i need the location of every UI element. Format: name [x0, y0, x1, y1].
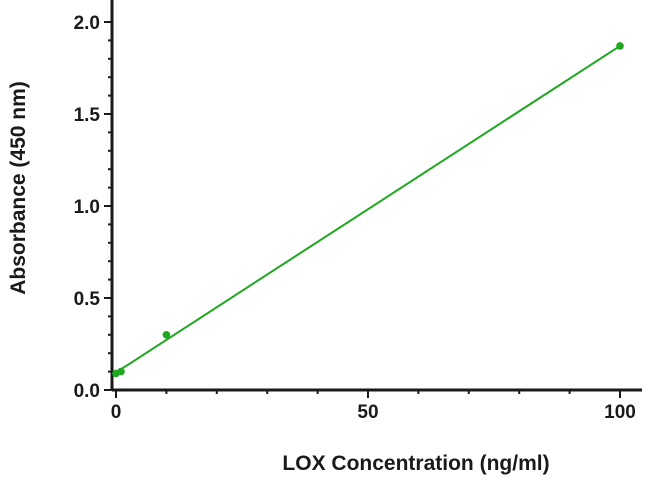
- data-point: [162, 331, 171, 339]
- fit-line: [115, 45, 621, 374]
- y-axis-title: Absorbance (450 nm): [7, 81, 30, 295]
- y-tick-label: 1.0: [74, 197, 100, 218]
- x-tick-label: 0: [111, 402, 122, 423]
- y-tick-label: 2.0: [74, 13, 100, 34]
- y-tick-label: 0.0: [74, 381, 100, 402]
- x-tick-label: 100: [604, 402, 636, 423]
- y-tick-label: 1.5: [74, 105, 101, 126]
- plot-area: 0.0 0.5 1.0 1.5 2.0 0 50 100: [74, 0, 642, 423]
- data-point: [616, 42, 624, 50]
- x-axis-title: LOX Concentration (ng/ml): [282, 452, 549, 475]
- data-point: [117, 367, 125, 376]
- x-tick-label: 50: [357, 402, 378, 423]
- y-tick-label: 0.5: [74, 289, 101, 310]
